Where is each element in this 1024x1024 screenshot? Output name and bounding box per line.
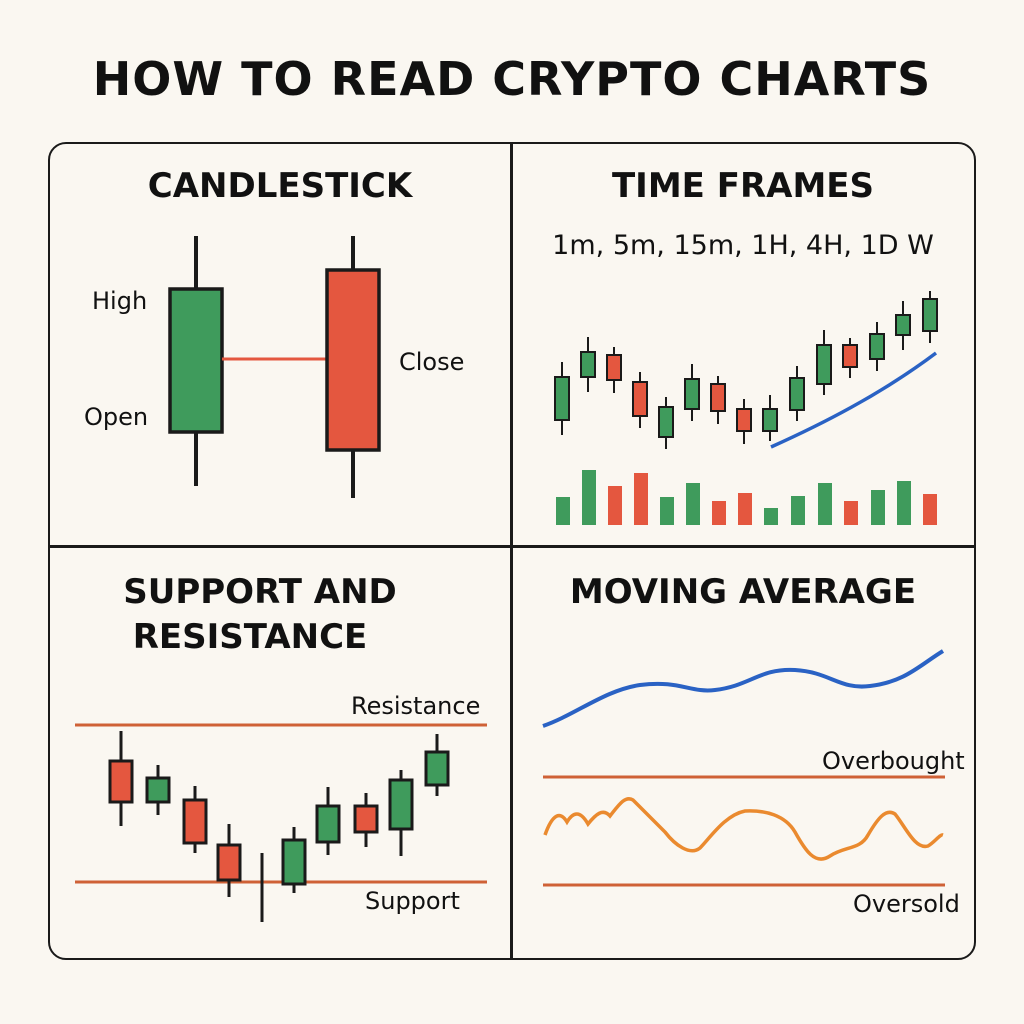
- sr-candle-body: [315, 804, 341, 844]
- volume-bar: [818, 483, 832, 525]
- time-frames-title: TIME FRAMES: [611, 166, 874, 206]
- tf-candle-body: [816, 344, 832, 385]
- moving-average-title: MOVING AVERAGE: [569, 572, 917, 612]
- oscillator-line: [543, 797, 944, 861]
- sr-candle: [145, 765, 171, 815]
- high-label: High: [92, 287, 148, 315]
- volume-bar: [712, 501, 726, 525]
- tf-candle-body: [869, 333, 885, 360]
- volume-bars: [556, 470, 937, 525]
- volume-bar: [897, 481, 911, 525]
- overbought-label: Overbought: [822, 747, 965, 775]
- moving-average-line: [542, 649, 945, 728]
- support-resistance-title-line2: RESISTANCE: [132, 617, 368, 657]
- candlestick-title: CANDLESTICK: [147, 166, 413, 206]
- tf-candle-body: [580, 351, 596, 378]
- tf-candle-body: [922, 298, 938, 332]
- tf-candle: [658, 397, 674, 449]
- tf-candle: [762, 395, 778, 441]
- volume-bar: [738, 493, 752, 525]
- sr-candle: [388, 770, 414, 856]
- time-frames-candles: [554, 291, 938, 449]
- sr-candle-body: [388, 778, 414, 831]
- tf-candle: [842, 338, 858, 378]
- bearish-candle-body: [325, 268, 381, 452]
- sr-candle-body: [108, 759, 134, 804]
- volume-bar: [844, 501, 858, 525]
- time-frame-intervals: 1m, 5m, 15m, 1H, 4H, 1D W: [552, 230, 934, 261]
- tf-candle-body: [842, 344, 858, 368]
- tf-candle-body: [895, 314, 911, 336]
- tf-candle: [895, 301, 911, 350]
- volume-bar: [634, 473, 648, 525]
- main-title: HOW TO READ CRYPTO CHARTS: [92, 52, 932, 106]
- tf-candle: [580, 337, 596, 392]
- sr-candle-body: [353, 804, 379, 834]
- tf-candle: [869, 322, 885, 371]
- trend-line: [770, 351, 938, 449]
- open-label: Open: [84, 403, 149, 431]
- tf-candle-body: [762, 408, 778, 432]
- sr-candle-body: [182, 798, 208, 845]
- volume-bar: [582, 470, 596, 525]
- tf-candle-body: [684, 378, 700, 410]
- tf-candle: [789, 366, 805, 421]
- sr-candle-body: [145, 776, 171, 804]
- tf-candle: [816, 330, 832, 395]
- tf-candle-body: [606, 354, 622, 381]
- volume-bar: [871, 490, 885, 525]
- tf-candle-body: [710, 383, 726, 412]
- volume-bar: [791, 496, 805, 525]
- support-resistance-title-line1: SUPPORT AND: [123, 572, 397, 612]
- sr-candle-body: [424, 750, 450, 787]
- volume-bar: [660, 497, 674, 525]
- sr-candle: [353, 793, 379, 847]
- sr-candle: [315, 787, 341, 855]
- tf-candle: [632, 372, 648, 428]
- volume-bar: [556, 497, 570, 525]
- tf-candle-body: [658, 406, 674, 438]
- tf-candle: [710, 376, 726, 424]
- tf-candle: [684, 364, 700, 421]
- oversold-label: Oversold: [853, 890, 960, 918]
- tf-candle: [736, 399, 752, 444]
- tf-candle-body: [736, 408, 752, 432]
- sr-candle: [216, 824, 242, 897]
- tf-candle: [554, 362, 570, 435]
- tf-candle-body: [554, 376, 570, 421]
- tf-candle: [606, 347, 622, 393]
- sr-candle: [182, 786, 208, 853]
- volume-bar: [764, 508, 778, 525]
- sr-candle: [281, 827, 307, 893]
- close-label: Close: [399, 348, 465, 376]
- sr-candle-body: [216, 843, 242, 882]
- tf-candle-body: [632, 381, 648, 417]
- resistance-label: Resistance: [351, 692, 481, 720]
- sr-candle: [424, 734, 450, 796]
- tf-candle-body: [789, 377, 805, 411]
- bullish-candle-body: [168, 287, 224, 434]
- candlestick-illustration: [168, 236, 381, 498]
- sr-candle-body: [281, 838, 307, 886]
- sr-candle: [108, 731, 134, 826]
- tf-candle: [922, 291, 938, 343]
- volume-bar: [608, 486, 622, 525]
- horizontal-divider: [48, 545, 976, 548]
- volume-bar: [686, 483, 700, 525]
- vertical-divider: [510, 142, 513, 960]
- volume-bar: [923, 494, 937, 525]
- support-resistance-candles: [108, 731, 450, 922]
- support-label: Support: [365, 887, 460, 915]
